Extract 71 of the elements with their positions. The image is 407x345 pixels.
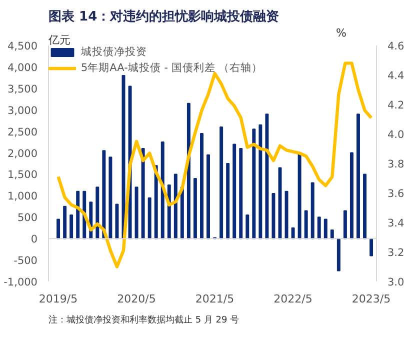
y2-tick-label: 4.6 — [388, 40, 405, 52]
bar — [246, 214, 250, 240]
bar — [324, 218, 328, 240]
bar — [206, 154, 210, 240]
y2-axis-title: % — [336, 26, 346, 40]
y-tick-label: 3,500 — [7, 83, 38, 96]
bar — [317, 216, 321, 240]
y-tick-label: 1,500 — [7, 169, 38, 182]
bar — [265, 114, 269, 240]
x-tick-label: 2020/5 — [117, 292, 156, 306]
bar — [70, 214, 74, 240]
bar — [134, 186, 138, 240]
bar — [148, 197, 152, 240]
y-tick-label: 2,000 — [7, 148, 38, 160]
legend-label: 城投债净投资 — [81, 45, 147, 59]
bar — [220, 126, 224, 240]
y-tick-label: 500 — [17, 212, 38, 224]
bar — [363, 174, 366, 240]
y2-tick-label: 4.0 — [388, 129, 404, 141]
bar — [304, 210, 308, 240]
x-tick-label: 2022/5 — [274, 292, 312, 306]
bar — [141, 148, 145, 240]
x-tick-label: 2021/5 — [195, 292, 234, 306]
y2-tick-label: 3.6 — [388, 188, 405, 200]
y-tick-label: 0 — [30, 234, 38, 246]
bar — [200, 132, 204, 240]
bar — [160, 142, 164, 240]
y2-tick-label: 3.4 — [388, 218, 405, 230]
y-tick-label: 1,000 — [7, 190, 38, 203]
bar — [239, 148, 243, 240]
y2-tick-label: 3.2 — [388, 247, 404, 259]
bar — [350, 152, 354, 240]
bar — [226, 163, 230, 240]
bar — [258, 124, 262, 240]
bar — [336, 238, 340, 272]
bar — [310, 182, 314, 240]
y-tick-label: -1,000 — [4, 276, 38, 288]
bar — [291, 227, 295, 240]
bar — [102, 150, 106, 240]
bar — [63, 206, 67, 240]
bar — [232, 144, 236, 240]
y-axis-title: 亿元 — [48, 34, 70, 46]
bar — [56, 218, 60, 240]
y2-tick-label: 3.0 — [388, 276, 404, 288]
y2-tick-label: 4.2 — [388, 100, 404, 112]
line-series — [56, 62, 373, 268]
text: 注：城投债净投资和利率数据均截止 5 月 29 号 — [48, 314, 240, 326]
y2-tick-label: 3.8 — [388, 158, 404, 170]
bar — [174, 174, 178, 240]
bar — [356, 114, 360, 240]
y-tick-label: 2,500 — [7, 126, 38, 138]
bar — [193, 178, 197, 240]
x-tick-label: 2019/5 — [38, 292, 78, 306]
bar — [96, 186, 100, 240]
bar — [108, 156, 112, 240]
bar — [343, 210, 347, 240]
bar — [115, 204, 119, 240]
bar — [252, 128, 256, 240]
bar — [298, 152, 302, 240]
chart-title: 图表 14：对违约的担忧影响城投债融资 — [48, 8, 280, 24]
bar — [284, 190, 288, 240]
y2-tick-label: 4.4 — [388, 70, 405, 82]
y-tick-label: 4,000 — [7, 62, 38, 74]
bar — [370, 238, 374, 256]
y-tick-label: 4,500 — [7, 40, 38, 52]
legend-label: 5年期AA-城投债 - 国债利差 （右轴） — [81, 61, 263, 75]
y-tick-label: -500 — [14, 255, 38, 268]
x-tick-label: 2023/5 — [352, 292, 391, 306]
bar — [330, 230, 334, 240]
y-tick-label: 3,000 — [7, 104, 38, 117]
bar — [272, 193, 276, 240]
